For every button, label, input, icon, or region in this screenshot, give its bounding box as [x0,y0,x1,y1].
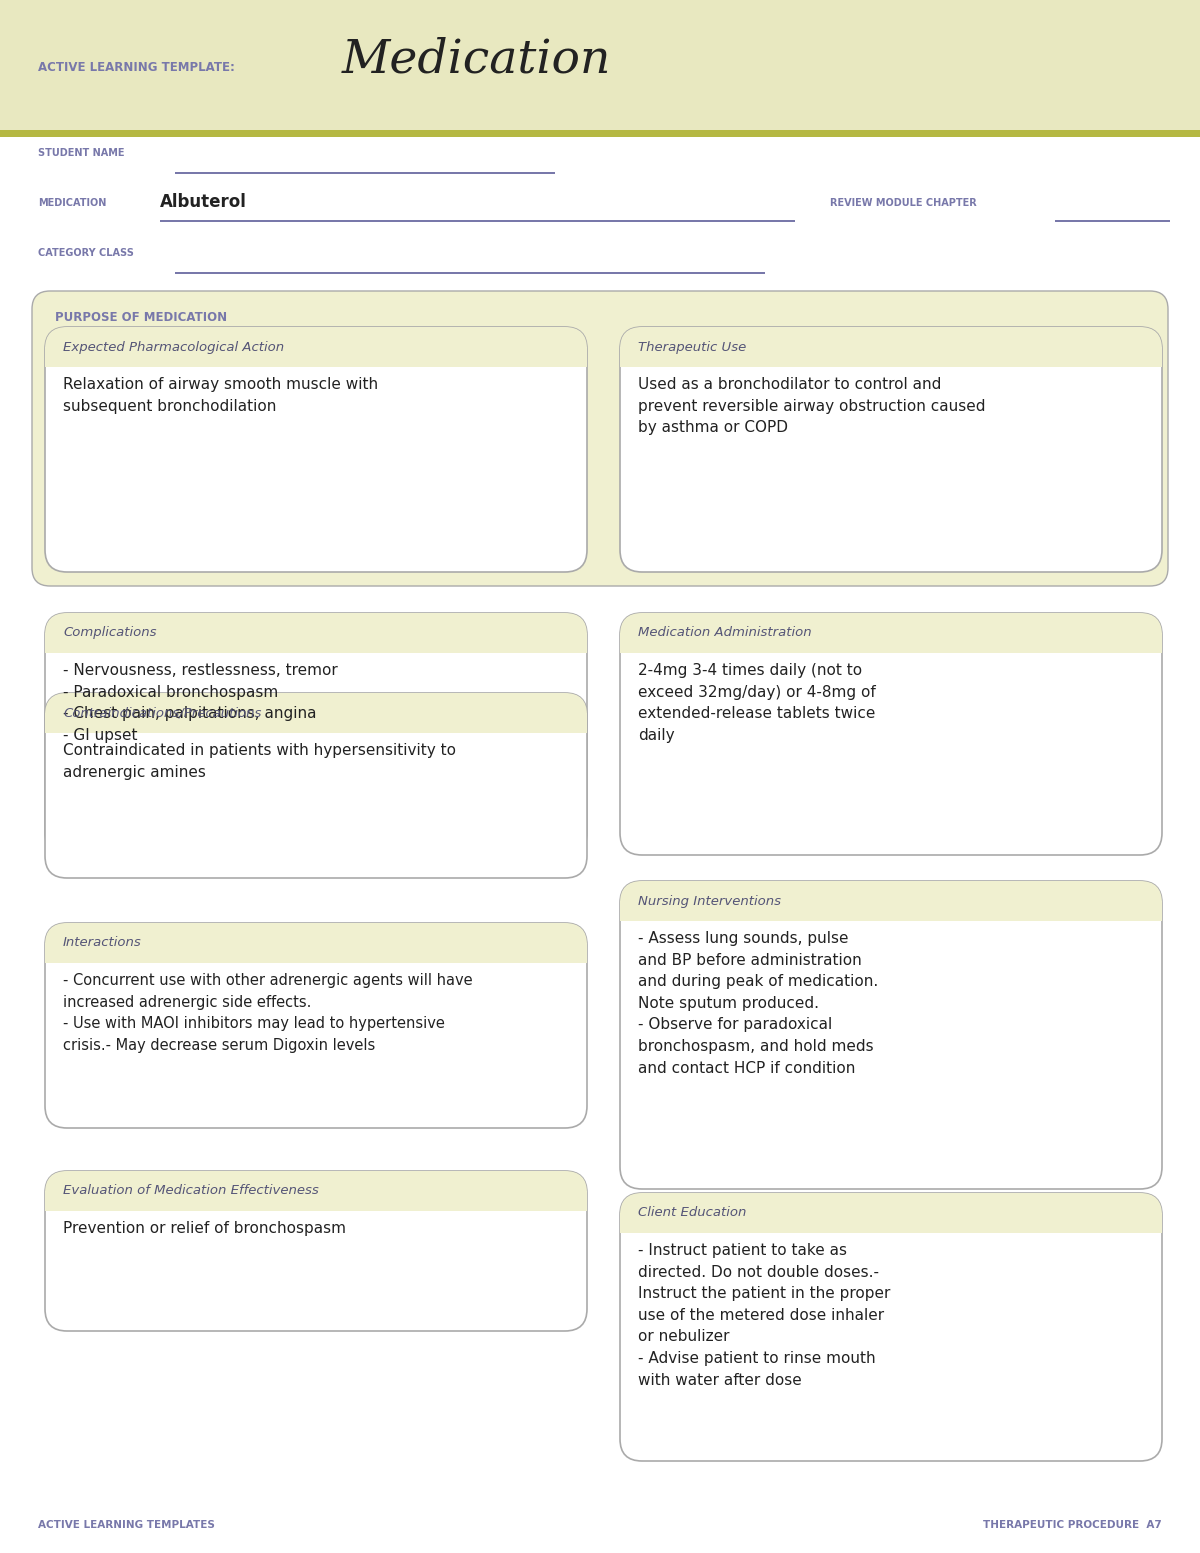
Bar [46,1191,587,1211]
Bar [0,130,1200,137]
FancyBboxPatch shape [620,613,1162,856]
Bar [1055,221,1170,222]
FancyBboxPatch shape [620,328,1162,572]
FancyBboxPatch shape [46,613,587,856]
FancyBboxPatch shape [620,328,1162,367]
Text: Complications: Complications [64,626,156,640]
Bar [175,272,766,273]
Text: ACTIVE LEARNING TEMPLATE:: ACTIVE LEARNING TEMPLATE: [38,62,235,75]
FancyBboxPatch shape [46,922,587,1127]
Text: - Instruct patient to take as
directed. Do not double doses.-
Instruct the patie: - Instruct patient to take as directed. … [638,1242,890,1387]
Bar [620,634,1162,652]
Bar [620,901,1162,921]
Bar [46,346,587,367]
FancyBboxPatch shape [46,328,587,572]
Text: Prevention or relief of bronchospasm: Prevention or relief of bronchospasm [64,1221,346,1236]
FancyBboxPatch shape [32,290,1168,585]
FancyBboxPatch shape [46,1171,587,1331]
Text: - Nervousness, restlessness, tremor
- Paradoxical bronchospasm
- Chest pain, pal: - Nervousness, restlessness, tremor - Pa… [64,663,337,742]
Text: ACTIVE LEARNING TEMPLATES: ACTIVE LEARNING TEMPLATES [38,1520,215,1530]
Text: Nursing Interventions: Nursing Interventions [638,895,781,907]
FancyBboxPatch shape [620,881,1162,921]
Bar [46,634,587,652]
Text: Contraindicated in patients with hypersensitivity to
adrenergic amines: Contraindicated in patients with hyperse… [64,742,456,780]
Text: Used as a bronchodilator to control and
prevent reversible airway obstruction ca: Used as a bronchodilator to control and … [638,377,985,435]
Text: Contraindications/Precautions: Contraindications/Precautions [64,707,262,719]
FancyBboxPatch shape [46,922,587,963]
FancyBboxPatch shape [46,693,587,877]
Text: Client Education: Client Education [638,1207,746,1219]
FancyBboxPatch shape [46,328,587,367]
Text: Albuterol: Albuterol [160,193,247,211]
Text: - Concurrent use with other adrenergic agents will have
increased adrenergic sid: - Concurrent use with other adrenergic a… [64,974,473,1053]
Bar [46,713,587,733]
Text: MEDICATION: MEDICATION [38,197,107,208]
FancyBboxPatch shape [46,613,587,652]
Text: Interactions: Interactions [64,936,142,949]
Text: Evaluation of Medication Effectiveness: Evaluation of Medication Effectiveness [64,1185,319,1197]
Text: Relaxation of airway smooth muscle with
subsequent bronchodilation: Relaxation of airway smooth muscle with … [64,377,378,413]
Text: STUDENT NAME: STUDENT NAME [38,148,125,158]
FancyBboxPatch shape [46,1171,587,1211]
FancyBboxPatch shape [620,613,1162,652]
Bar [160,221,796,222]
FancyBboxPatch shape [46,693,587,733]
Text: Therapeutic Use: Therapeutic Use [638,340,746,354]
FancyBboxPatch shape [620,1193,1162,1461]
FancyBboxPatch shape [620,881,1162,1190]
FancyBboxPatch shape [620,1193,1162,1233]
Bar [46,943,587,963]
Bar [175,172,554,174]
Text: - Assess lung sounds, pulse
and BP before administration
and during peak of medi: - Assess lung sounds, pulse and BP befor… [638,930,878,1076]
Text: REVIEW MODULE CHAPTER: REVIEW MODULE CHAPTER [830,197,977,208]
Bar [620,346,1162,367]
Text: Medication: Medication [342,37,611,82]
Text: 2-4mg 3-4 times daily (not to
exceed 32mg/day) or 4-8mg of
extended-release tabl: 2-4mg 3-4 times daily (not to exceed 32m… [638,663,876,742]
Text: PURPOSE OF MEDICATION: PURPOSE OF MEDICATION [55,311,227,325]
Text: Medication Administration: Medication Administration [638,626,811,640]
Text: CATEGORY CLASS: CATEGORY CLASS [38,248,134,258]
Text: Expected Pharmacological Action: Expected Pharmacological Action [64,340,284,354]
Bar [0,0,1200,130]
Text: THERAPEUTIC PROCEDURE  A7: THERAPEUTIC PROCEDURE A7 [983,1520,1162,1530]
Bar [620,1213,1162,1233]
